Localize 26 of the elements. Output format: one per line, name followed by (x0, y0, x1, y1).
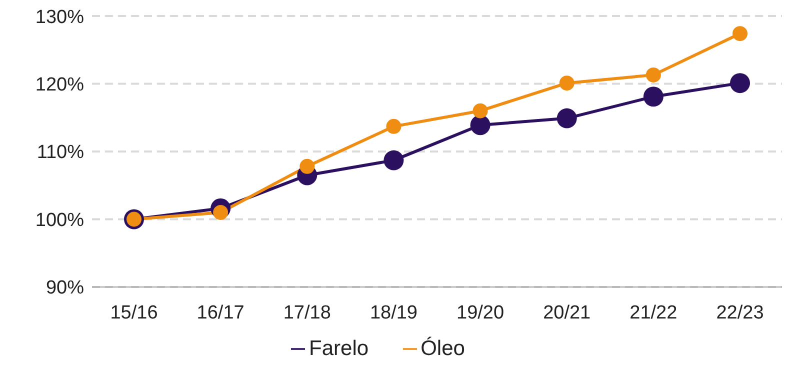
point (470, 115, 490, 136)
y-tick-label: 130% (35, 6, 84, 28)
point (300, 158, 315, 174)
y-tick-label: 110% (36, 142, 84, 164)
x-tick-label: 18/19 (370, 302, 418, 324)
point (643, 86, 664, 107)
point (472, 103, 488, 118)
y-tick-label: 90% (46, 278, 84, 299)
point (386, 118, 402, 134)
x-tick-label: 16/17 (196, 302, 244, 324)
x-tick-label: 21/22 (630, 302, 678, 324)
point (384, 150, 404, 170)
point (732, 26, 748, 42)
point (559, 76, 574, 91)
x-tick-label: 19/20 (456, 302, 504, 324)
point (646, 67, 661, 82)
x-tick-label: 20/21 (543, 302, 591, 324)
legend-label: Farelo (309, 337, 369, 360)
point (556, 108, 577, 128)
point (730, 73, 750, 94)
legend-label: Óleo (420, 337, 465, 360)
y-tick-label: 120% (35, 74, 84, 96)
x-tick-label: 17/18 (283, 302, 331, 324)
x-tick-label: 15/16 (110, 302, 158, 324)
y-tick-label: 100% (35, 210, 84, 231)
x-tick-label: 22/23 (716, 302, 764, 324)
